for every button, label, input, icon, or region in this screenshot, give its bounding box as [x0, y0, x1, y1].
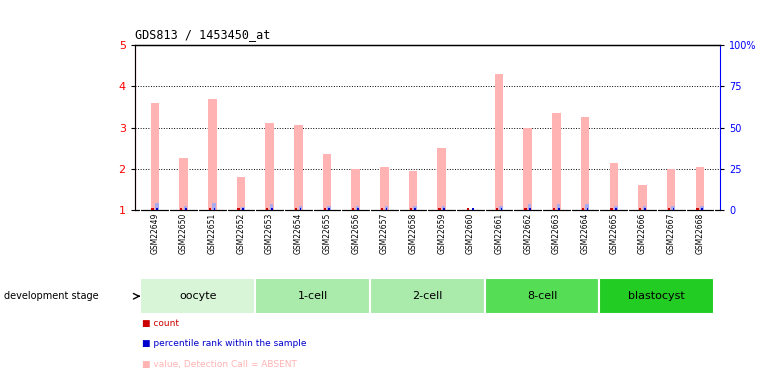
Bar [209, 207, 211, 210]
Bar [237, 207, 239, 210]
Text: 2-cell: 2-cell [412, 291, 443, 301]
Bar [243, 209, 244, 210]
Bar [600, 278, 715, 314]
Bar [695, 166, 705, 210]
Bar [180, 207, 182, 210]
Bar [295, 207, 297, 210]
Bar [528, 204, 531, 210]
Bar [370, 278, 485, 314]
Bar [156, 209, 158, 210]
Bar [472, 209, 474, 210]
Text: development stage: development stage [4, 291, 99, 301]
Bar [413, 206, 417, 210]
Bar [442, 206, 445, 210]
Bar [644, 209, 646, 210]
Bar [352, 207, 354, 210]
Text: 8-cell: 8-cell [527, 291, 557, 301]
Bar [213, 202, 216, 210]
Bar [386, 209, 387, 210]
Text: ■ count: ■ count [142, 319, 179, 328]
Bar [557, 204, 560, 210]
Bar [701, 209, 703, 210]
Bar [495, 74, 504, 210]
Bar [500, 206, 503, 210]
Bar [639, 207, 641, 210]
Text: GDS813 / 1453450_at: GDS813 / 1453450_at [135, 27, 270, 40]
Bar [323, 207, 326, 210]
Bar [437, 148, 446, 210]
Bar [381, 207, 383, 210]
Bar [671, 206, 675, 210]
Text: oocyte: oocyte [179, 291, 216, 301]
Bar [438, 207, 440, 210]
Bar [696, 207, 698, 210]
Bar [587, 209, 588, 210]
Bar [414, 209, 416, 210]
Bar [611, 207, 613, 210]
Bar [300, 209, 301, 210]
Bar [266, 207, 269, 210]
Bar [351, 169, 360, 210]
Bar [673, 209, 675, 210]
Bar [500, 209, 502, 210]
Bar [384, 206, 388, 210]
Bar [294, 125, 303, 210]
Bar [270, 204, 273, 210]
Bar [409, 171, 417, 210]
Bar [357, 209, 359, 210]
Bar [184, 206, 187, 210]
Bar [614, 206, 618, 210]
Bar [213, 209, 216, 210]
Bar [443, 209, 445, 210]
Bar [638, 185, 647, 210]
Bar [152, 207, 154, 210]
Bar [241, 207, 245, 210]
Bar [150, 103, 159, 210]
Bar [585, 204, 589, 210]
Bar [524, 207, 527, 210]
Text: 1-cell: 1-cell [297, 291, 328, 301]
Bar [327, 206, 330, 210]
Bar [558, 209, 560, 210]
Bar [155, 202, 159, 210]
Bar [553, 207, 555, 210]
Bar [529, 209, 531, 210]
Bar [485, 278, 600, 314]
Bar [467, 207, 469, 210]
Bar [380, 166, 389, 210]
Bar [581, 117, 589, 210]
Bar [610, 163, 618, 210]
Bar [328, 209, 330, 210]
Bar [524, 128, 532, 210]
Bar [356, 206, 360, 210]
Bar [271, 209, 273, 210]
Bar [581, 207, 584, 210]
Bar [266, 123, 274, 210]
Bar [323, 154, 331, 210]
Bar [552, 113, 561, 210]
Bar [299, 206, 302, 210]
Bar [643, 206, 646, 210]
Bar [615, 209, 617, 210]
Text: blastocyst: blastocyst [628, 291, 685, 301]
Bar [410, 207, 412, 210]
Bar [179, 158, 188, 210]
Bar [255, 278, 370, 314]
Bar [700, 206, 704, 210]
Bar [496, 207, 498, 210]
Bar [667, 169, 675, 210]
Text: ■ percentile rank within the sample: ■ percentile rank within the sample [142, 339, 307, 348]
Bar [236, 177, 245, 210]
Bar [140, 278, 255, 314]
Text: ■ value, Detection Call = ABSENT: ■ value, Detection Call = ABSENT [142, 360, 297, 369]
Bar [208, 99, 216, 210]
Bar [668, 207, 670, 210]
Bar [185, 209, 186, 210]
